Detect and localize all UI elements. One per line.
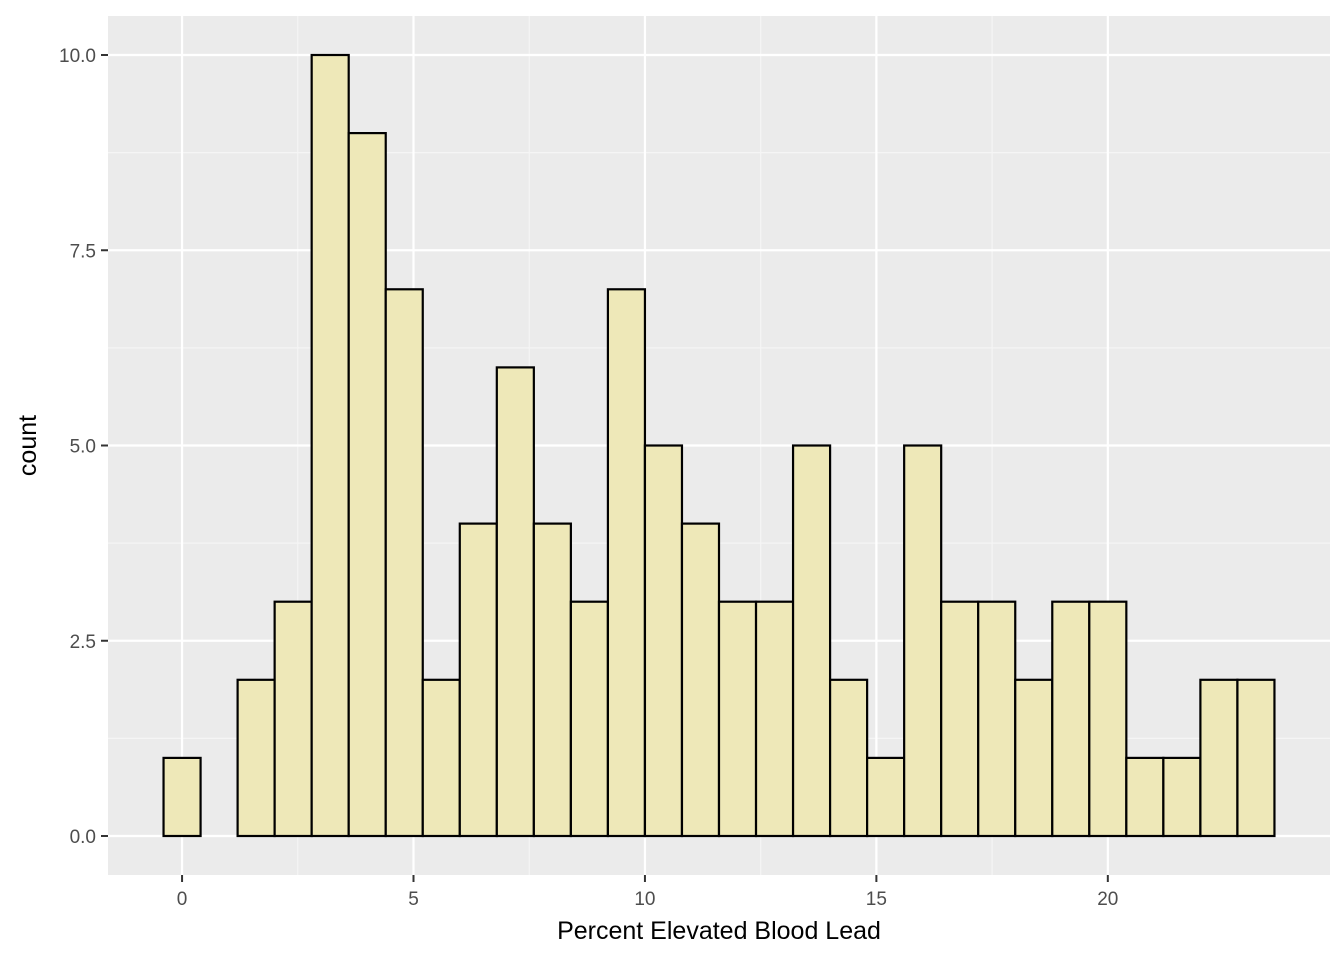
histogram-bar [717, 600, 758, 838]
histogram-bar [532, 522, 572, 838]
x-tick-label: 15 [866, 889, 887, 910]
histogram-bar [1236, 678, 1276, 838]
histogram-bar [866, 756, 906, 838]
histogram-bar [1162, 756, 1202, 838]
y-axis: 0.0 2.5 5.0 7.5 10.0 [59, 46, 108, 848]
histogram-bars [162, 53, 1276, 838]
histogram-bar [458, 522, 498, 838]
histogram-bar [384, 288, 424, 838]
histogram-bar [162, 756, 202, 838]
histogram-bar [273, 600, 313, 838]
y-tick-label: 2.5 [70, 632, 96, 653]
histogram-bar [754, 600, 795, 838]
histogram-bar [940, 600, 980, 838]
y-tick-label: 7.5 [70, 241, 96, 262]
x-tick-label: 0 [177, 889, 188, 910]
histogram-bar [347, 132, 387, 838]
histogram-bar [569, 600, 610, 838]
histogram-bar [1199, 678, 1239, 838]
y-tick-label: 5.0 [70, 437, 96, 458]
histogram-bar [680, 522, 721, 838]
x-tick-label: 5 [408, 889, 419, 910]
histogram-bar [606, 288, 647, 838]
histogram-bar [828, 678, 869, 838]
histogram-bar [791, 444, 832, 838]
x-tick-label: 20 [1097, 889, 1118, 910]
x-axis: 0 5 10 15 20 [177, 875, 1118, 910]
y-tick-label: 0.0 [70, 827, 96, 848]
histogram-bar [310, 53, 350, 838]
histogram-bar [495, 366, 535, 838]
histogram-bar [977, 600, 1017, 838]
histogram-bar [236, 678, 276, 838]
histogram-bar [1088, 600, 1128, 838]
x-tick-label: 10 [634, 889, 655, 910]
histogram-bar [643, 444, 684, 838]
histogram-bar [1051, 600, 1091, 838]
histogram-bar [421, 678, 461, 838]
histogram-bar [1125, 756, 1165, 838]
y-axis-title: count [14, 415, 42, 476]
x-axis-title: Percent Elevated Blood Lead [557, 917, 881, 945]
histogram-bar [1014, 678, 1054, 838]
histogram-bar [903, 444, 943, 838]
y-tick-label: 10.0 [59, 46, 96, 67]
